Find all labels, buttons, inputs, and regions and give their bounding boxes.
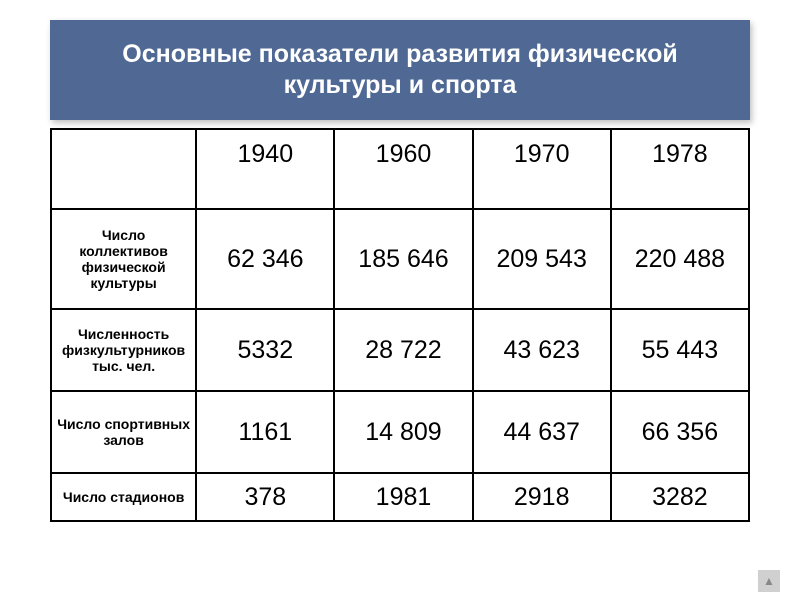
header-year-1978: 1978: [611, 129, 749, 209]
table-header-row: 1940 1960 1970 1978: [51, 129, 749, 209]
header-year-1940: 1940: [196, 129, 334, 209]
row-label: Число коллективов физической культуры: [51, 209, 196, 309]
table-cell: 185 646: [334, 209, 472, 309]
table-cell: 66 356: [611, 391, 749, 473]
table-cell: 44 637: [473, 391, 611, 473]
table-cell: 28 722: [334, 309, 472, 391]
table-cell: 1161: [196, 391, 334, 473]
table-cell: 3282: [611, 473, 749, 521]
table-cell: 62 346: [196, 209, 334, 309]
title-banner: Основные показатели развития физической …: [50, 20, 750, 120]
table-cell: 1981: [334, 473, 472, 521]
table-row: Численность физкультурников тыс. чел. 53…: [51, 309, 749, 391]
header-year-1960: 1960: [334, 129, 472, 209]
row-label: Число спортивных залов: [51, 391, 196, 473]
table-row: Число стадионов 378 1981 2918 3282: [51, 473, 749, 521]
row-label: Численность физкультурников тыс. чел.: [51, 309, 196, 391]
indicators-table: 1940 1960 1970 1978 Число коллективов фи…: [50, 128, 750, 522]
table-cell: 378: [196, 473, 334, 521]
table-cell: 14 809: [334, 391, 472, 473]
table-cell: 220 488: [611, 209, 749, 309]
row-label: Число стадионов: [51, 473, 196, 521]
table-cell: 43 623: [473, 309, 611, 391]
table-cell: 2918: [473, 473, 611, 521]
corner-fold-icon: ▲: [758, 570, 780, 592]
header-year-1970: 1970: [473, 129, 611, 209]
table-row: Число спортивных залов 1161 14 809 44 63…: [51, 391, 749, 473]
header-blank: [51, 129, 196, 209]
slide: Основные показатели развития физической …: [0, 0, 800, 600]
table-cell: 55 443: [611, 309, 749, 391]
slide-title: Основные показатели развития физической …: [80, 39, 720, 102]
table-row: Число коллективов физической культуры 62…: [51, 209, 749, 309]
table-cell: 209 543: [473, 209, 611, 309]
table-cell: 5332: [196, 309, 334, 391]
